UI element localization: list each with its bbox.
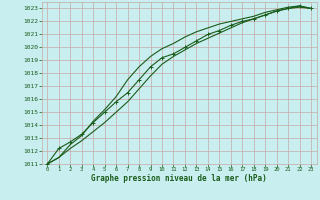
X-axis label: Graphe pression niveau de la mer (hPa): Graphe pression niveau de la mer (hPa) (91, 174, 267, 183)
